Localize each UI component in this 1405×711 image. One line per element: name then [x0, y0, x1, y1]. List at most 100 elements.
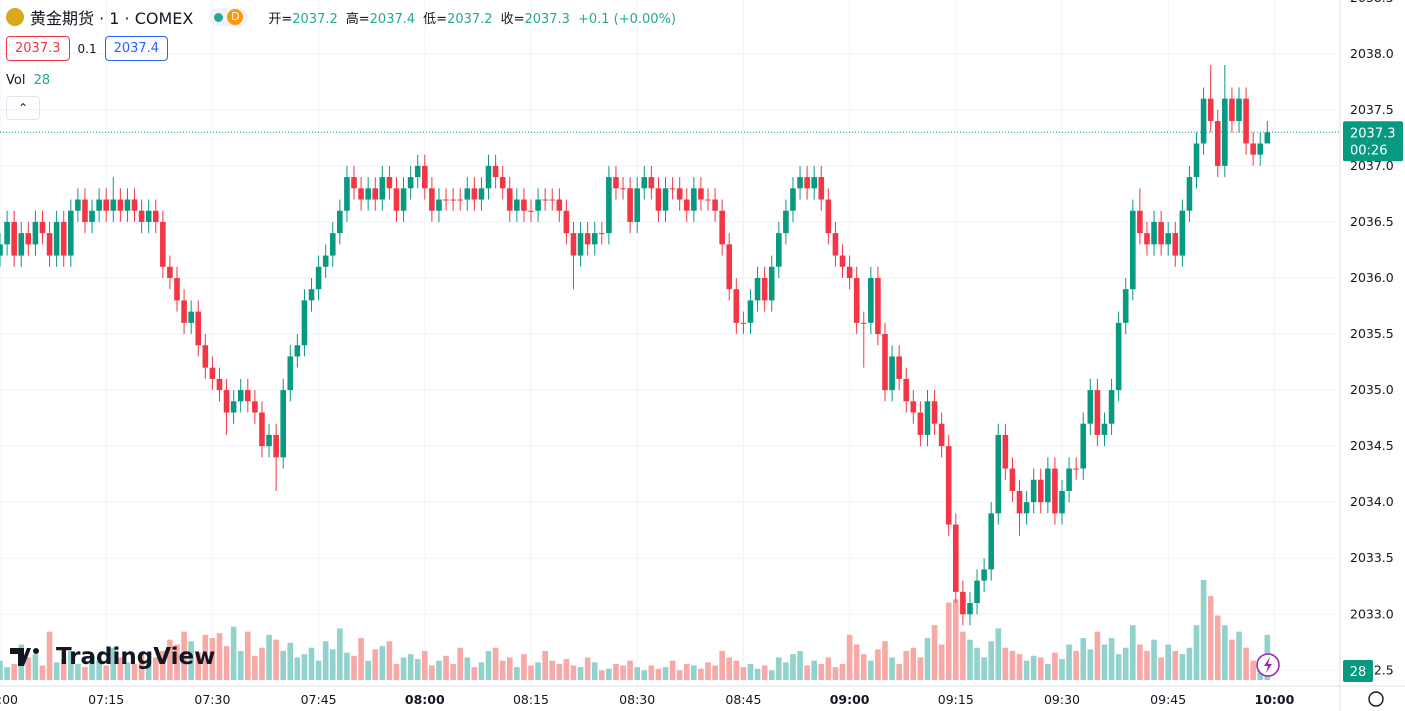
candle-body: [358, 188, 364, 200]
x-tick-label: 09:45: [1150, 692, 1186, 707]
volume-bar: [768, 670, 775, 680]
volume-bar: [974, 647, 980, 680]
volume-bar: [301, 654, 308, 680]
ohlc-label: 开=: [268, 11, 293, 27]
candle-body: [252, 401, 258, 413]
volume-bar: [1144, 650, 1150, 680]
candle-body: [960, 591, 966, 615]
volume-bar: [726, 657, 733, 680]
volume-bar: [308, 647, 315, 680]
volume-bar: [393, 663, 400, 680]
volume-bar: [252, 655, 258, 680]
candle-body: [478, 188, 485, 200]
volume-bar: [53, 662, 60, 680]
collapse-button[interactable]: ⌃: [6, 96, 40, 120]
candle-body: [209, 367, 216, 379]
volume-bar: [68, 650, 74, 680]
candle-body: [797, 177, 803, 189]
candle-body: [641, 177, 648, 189]
candle-body: [853, 277, 860, 323]
volume-bar: [188, 641, 194, 680]
volume-bar: [266, 634, 272, 680]
volume-value: 28: [33, 73, 51, 88]
volume-bar: [209, 638, 216, 680]
x-tick-label: 08:00: [405, 692, 445, 707]
candle-body: [563, 210, 570, 234]
candle-body: [740, 322, 747, 324]
candle-body: [747, 300, 754, 323]
candle-body: [1200, 98, 1207, 144]
candle-body: [1229, 98, 1235, 122]
candle-body: [202, 345, 209, 368]
volume-bar: [584, 657, 591, 680]
candle-body: [967, 603, 973, 615]
candle-body: [1236, 98, 1242, 122]
candle-body: [1066, 468, 1072, 491]
quote-row: 2037.3 0.1 2037.4: [6, 36, 676, 61]
volume-bar: [1214, 615, 1221, 680]
candle-body: [294, 345, 301, 357]
volume-bar: [478, 662, 485, 680]
volume-bar: [570, 665, 577, 680]
candle-body: [584, 233, 591, 245]
candle-body: [698, 188, 704, 200]
candle-body: [924, 401, 931, 435]
candle-body: [96, 199, 102, 211]
candle-body: [839, 255, 846, 267]
volume-bar: [485, 650, 492, 680]
volume-bar: [648, 665, 655, 680]
volume-bar: [1009, 650, 1016, 680]
candle-body: [499, 177, 506, 189]
candle-body: [1165, 233, 1171, 245]
candle-body: [1037, 479, 1044, 503]
volume-bar: [620, 665, 626, 680]
bid[interactable]: 2037.3: [6, 36, 70, 61]
volume-bar: [641, 670, 648, 680]
candle-body: [11, 221, 17, 256]
x-tick-label: 07:45: [301, 692, 337, 707]
candle-body: [719, 210, 725, 245]
candle-body: [237, 390, 244, 402]
volume-bar: [719, 650, 725, 680]
candle-body: [372, 188, 379, 200]
volume-bar: [365, 660, 371, 680]
volume-bar: [931, 625, 938, 680]
status[interactable]: D: [209, 8, 249, 26]
ask[interactable]: 2037.4: [104, 36, 169, 61]
candle-body: [60, 221, 67, 256]
volume-bar: [577, 667, 584, 680]
volume-bar: [698, 668, 704, 680]
volume-bar: [103, 665, 109, 680]
candle-body: [393, 188, 400, 211]
candle-body: [1144, 233, 1150, 245]
settings-icon[interactable]: [1368, 691, 1384, 707]
candle-body: [1080, 423, 1087, 469]
candle-body: [407, 177, 414, 189]
spread: 0.1: [77, 41, 97, 56]
volume-bar: [1172, 650, 1179, 680]
candle-body: [131, 199, 138, 211]
volume-bar: [174, 644, 180, 680]
candle-body: [103, 199, 109, 211]
candle-body: [648, 177, 655, 189]
candle-body: [945, 446, 952, 525]
volume-bar: [1080, 638, 1087, 680]
volume-bar: [1243, 647, 1249, 680]
y-tick-label: 2038.0: [1350, 46, 1394, 61]
candle-body: [953, 524, 959, 592]
candle-body: [981, 569, 987, 581]
volume-bar: [896, 663, 902, 680]
candle-body: [974, 580, 980, 604]
candle-body: [216, 378, 223, 391]
candle-body: [506, 188, 513, 211]
volume-bar: [202, 634, 209, 680]
volume-bar: [471, 667, 478, 680]
candle-body: [160, 221, 166, 267]
volume-bar: [705, 662, 711, 680]
volume-bar: [1059, 659, 1065, 680]
candle-body: [18, 233, 25, 256]
volume-bar: [733, 660, 740, 680]
legend: 黄金期货 · 1 · COMEX D 开=2037.2 高=2037.4 低=203…: [6, 6, 676, 120]
volume-bar: [542, 650, 548, 680]
candle-body: [308, 289, 315, 301]
